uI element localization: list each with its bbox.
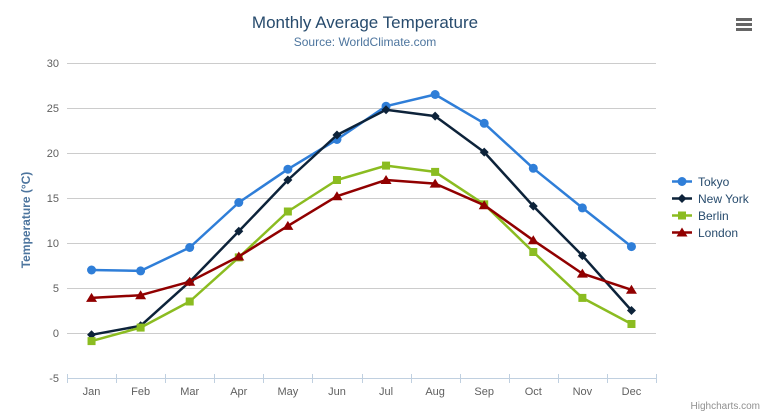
series-line-berlin <box>90 164 633 343</box>
series-marker-london <box>86 292 98 302</box>
series-marker-tokyo <box>185 243 195 252</box>
series-marker-tokyo <box>626 242 636 252</box>
series-marker-berlin <box>87 337 96 346</box>
series-marker-london <box>625 284 637 294</box>
legend-symbol-marker <box>678 211 686 220</box>
legend-symbol-marker <box>676 227 688 237</box>
series-marker-berlin <box>283 207 292 216</box>
legend-label: Tokyo <box>698 174 730 189</box>
series-marker-tokyo <box>283 164 293 174</box>
series-marker-london <box>135 290 147 300</box>
chart-subtitle: Source: WorldClimate.com <box>293 35 437 49</box>
x-axis-tick-label: Aug <box>425 386 445 398</box>
legend-label: New York <box>698 191 749 206</box>
series-marker-new-york <box>283 175 293 185</box>
series-marker-london <box>184 276 196 286</box>
series-marker-berlin <box>529 248 538 256</box>
y-axis-tick-label: 15 <box>47 193 59 205</box>
tokyo-circle-icon <box>672 177 692 186</box>
legend-label: Berlin <box>698 208 729 223</box>
series-marker-tokyo <box>528 163 538 173</box>
y-axis-tick-label: 10 <box>47 238 59 250</box>
series-marker-berlin <box>136 323 145 332</box>
series-marker-new-york <box>332 130 342 140</box>
legend-symbol-marker <box>677 194 687 203</box>
series-marker-london <box>282 220 294 230</box>
series-line-new-york <box>90 108 633 337</box>
series-marker-london <box>478 200 490 210</box>
hamburger-icon <box>736 22 752 26</box>
series-marker-new-york <box>626 306 636 315</box>
series-marker-tokyo <box>136 266 146 276</box>
series-marker-new-york <box>528 201 538 211</box>
y-axis-tick-label: 25 <box>47 103 59 115</box>
x-axis-tick-label: Apr <box>230 386 247 398</box>
series-line-tokyo <box>90 93 633 273</box>
x-axis-tick-label: Jul <box>379 386 393 398</box>
series-marker-berlin <box>578 293 587 302</box>
hamburger-icon <box>736 27 752 31</box>
series-marker-new-york <box>430 111 440 121</box>
y-axis-title: Temperature (°C) <box>19 171 33 269</box>
series-marker-berlin <box>431 167 440 176</box>
legend-item-tokyo[interactable]: Tokyo <box>671 174 749 189</box>
series-marker-tokyo <box>577 203 587 213</box>
y-axis-tick-label: 20 <box>47 148 59 160</box>
series-marker-london <box>429 178 441 188</box>
series-marker-berlin <box>332 176 341 184</box>
y-axis-tick-label: 5 <box>53 283 59 295</box>
series-marker-tokyo <box>430 90 440 99</box>
x-axis-tick-label: Dec <box>622 386 642 398</box>
series-marker-tokyo <box>234 198 244 207</box>
series-marker-new-york <box>381 105 391 115</box>
berlin-square-icon <box>672 211 692 220</box>
hamburger-icon <box>736 17 752 21</box>
legend-item-london[interactable]: London <box>671 225 749 240</box>
series-marker-new-york <box>234 226 244 236</box>
series-marker-london <box>233 251 245 261</box>
series-marker-london <box>380 175 392 184</box>
y-axis-tick-label: 30 <box>47 58 59 70</box>
series-marker-new-york <box>87 330 97 340</box>
context-menu-button[interactable] <box>734 14 756 34</box>
series-marker-new-york <box>479 147 489 157</box>
series-marker-london <box>527 235 539 245</box>
series-marker-berlin <box>627 320 636 328</box>
x-axis-tick-label: Jun <box>328 386 346 398</box>
legend-symbol-marker <box>677 177 687 186</box>
series-marker-tokyo <box>479 118 489 128</box>
series-marker-berlin <box>185 297 194 306</box>
credits-link[interactable]: Highcharts.com <box>690 401 760 412</box>
series-marker-tokyo <box>87 265 97 275</box>
y-axis-tick-label: 0 <box>53 328 59 340</box>
x-axis-tick-label: Mar <box>180 386 199 398</box>
x-axis-tick-label: Feb <box>131 386 150 398</box>
legend-label: London <box>698 225 739 240</box>
series-marker-london <box>576 268 588 278</box>
legend-item-berlin[interactable]: Berlin <box>671 208 749 223</box>
legend-item-new-york[interactable]: New York <box>671 191 749 206</box>
x-axis-tick-label: Oct <box>525 386 542 398</box>
series-line-london <box>90 178 633 300</box>
new-york-diamond-icon <box>672 194 692 203</box>
series-marker-new-york <box>577 251 587 261</box>
x-axis-tick-label: Jan <box>83 386 101 398</box>
x-axis-tick-label: Sep <box>474 386 494 398</box>
series-marker-berlin <box>382 161 391 170</box>
y-axis-tick-label: -5 <box>49 373 59 385</box>
x-axis-tick-label: May <box>277 386 298 398</box>
x-axis-tick-label: Nov <box>573 386 593 398</box>
legend: Tokyo New York Berlin London <box>671 174 749 240</box>
london-triangle-icon <box>672 227 692 237</box>
series-marker-london <box>331 191 343 201</box>
chart-title: Monthly Average Temperature <box>251 13 479 32</box>
